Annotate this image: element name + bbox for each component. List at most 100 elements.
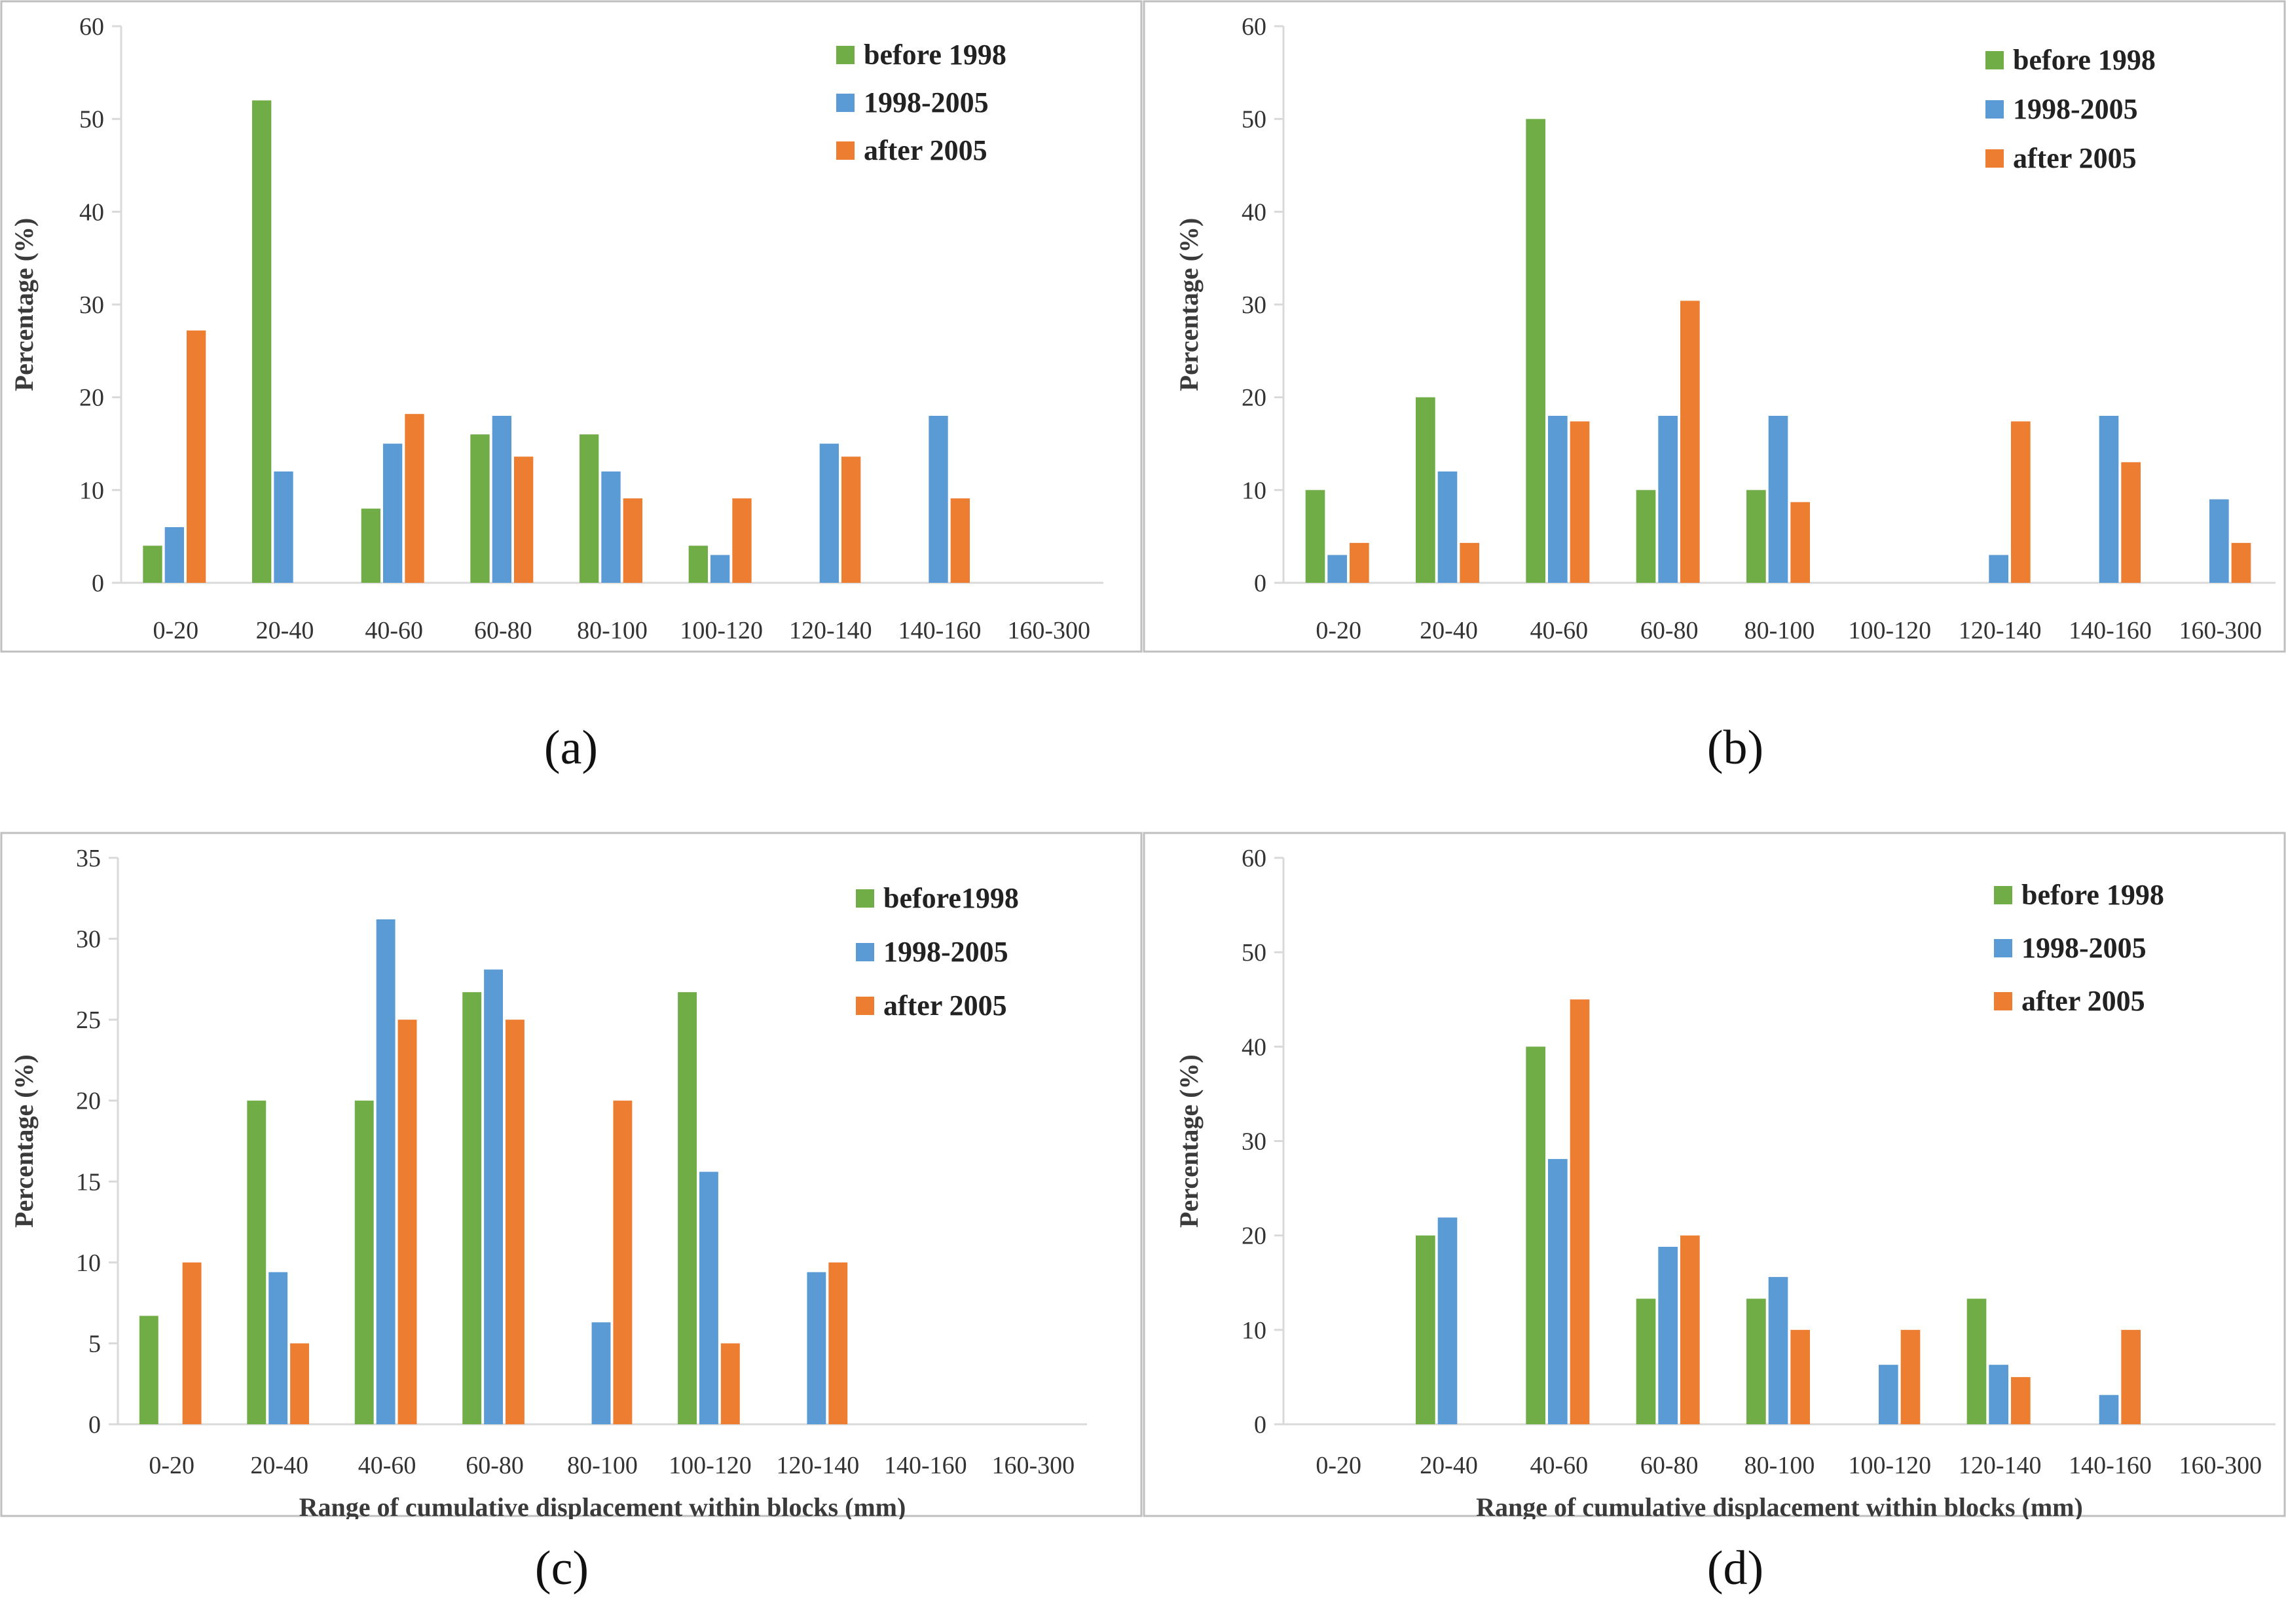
chart-c-svg: 0 5 10 15 20 25 30 35 0-20 20-40 40-60 60-80 80-100 1…: [0, 832, 1143, 1519]
chart-a-bar-after: [841, 456, 861, 583]
chart-d-y-tick-label: 20: [1242, 1223, 1266, 1250]
chart-b-x-tick-label: 120-140: [1959, 617, 2042, 644]
chart-c-y-tick-label: 30: [76, 926, 101, 953]
chart-b-y-axis-title: Percentage (%): [1174, 218, 1204, 392]
chart-c-y-tick-label: 25: [76, 1006, 101, 1034]
chart-b-bar-before: [1746, 490, 1766, 583]
chart-b-bar-before: [1526, 119, 1545, 583]
chart-d-y-tick-label: 30: [1242, 1128, 1266, 1156]
chart-b-legend-swatch-before: [1985, 51, 2004, 69]
chart-c-x-tick-label: 40-60: [358, 1452, 416, 1479]
chart-c-legend-swatch-after: [856, 997, 874, 1015]
chart-b-x-tick-label: 160-300: [2179, 617, 2262, 644]
chart-d-x-tick-label: 80-100: [1744, 1452, 1815, 1479]
panel-label-a: (a): [544, 721, 599, 775]
chart-b-bar-after: [1570, 421, 1590, 583]
chart-b-y-tick-label: 40: [1242, 198, 1266, 226]
chart-c-x-tick-label: 20-40: [250, 1452, 308, 1479]
chart-c-y-tick-label: 15: [76, 1168, 101, 1196]
chart-b-bar-before: [1636, 490, 1656, 583]
chart-a-x-tick-label: 140-160: [898, 617, 982, 644]
chart-d-bar-after: [2011, 1376, 2031, 1424]
chart-d-legend-label-after: after 2005: [2021, 985, 2145, 1017]
chart-b-bar-after: [1790, 502, 1810, 583]
chart-b-x-tick-label: 0-20: [1316, 617, 1361, 644]
chart-c-x-tick-label: 160-300: [991, 1452, 1075, 1479]
chart-d-bar-after: [1680, 1235, 1700, 1424]
chart-a-bar-before: [580, 434, 599, 583]
chart-b-svg: 0 10 20 30 40 50 60 0-20 20-40 40-60 60-80 80-100 10…: [1143, 0, 2286, 653]
chart-c-y-axis-title: Percentage (%): [9, 1054, 39, 1228]
chart-a-bar-mid: [929, 416, 948, 583]
chart-b-y-tick-label: 60: [1242, 13, 1266, 41]
chart-a-x-tick-label: 100-120: [680, 617, 763, 644]
chart-d-bar-before: [1636, 1299, 1656, 1424]
panel-label-b: (b): [1706, 721, 1764, 775]
chart-c-legend-swatch-mid: [856, 943, 874, 961]
chart-d-svg: 0 10 20 30 40 50 60 0-20 20-40 40-60 60-80 80-100 10…: [1143, 832, 2286, 1519]
chart-c-y-tick-label: 0: [88, 1411, 101, 1439]
chart-d-bar-after: [1570, 999, 1590, 1424]
chart-b-bar-mid: [1658, 416, 1678, 583]
chart-a-bar-before: [252, 100, 272, 583]
chart-a-bar-mid: [819, 443, 839, 583]
chart-b-bar-after: [1460, 543, 1479, 583]
chart-d-y-tick-label: 0: [1254, 1411, 1266, 1439]
chart-b-y-tick-label: 20: [1242, 384, 1266, 412]
chart-b-x-tick-label: 40-60: [1530, 617, 1589, 644]
chart-c-bar-mid: [591, 1322, 611, 1424]
chart-c-bar-before: [354, 1100, 374, 1424]
chart-c-bar-after: [720, 1343, 740, 1424]
chart-a-legend-swatch-before: [836, 46, 855, 64]
chart-d-x-tick-label: 160-300: [2179, 1452, 2262, 1479]
chart-a-bar-after: [187, 330, 206, 583]
chart-b-bar-mid: [2209, 499, 2229, 583]
chart-a-y-tick-label: 10: [79, 477, 104, 504]
chart-d-bar-mid: [1437, 1217, 1458, 1424]
chart-c-y-tick-label: 10: [76, 1249, 101, 1277]
chart-d-bar-before: [1416, 1235, 1435, 1424]
chart-b-bar-mid: [2099, 416, 2119, 583]
chart-d-legend-label-mid: 1998-2005: [2021, 932, 2147, 964]
chart-b-x-tick-label: 60-80: [1640, 617, 1699, 644]
chart-d-bar-after: [1900, 1329, 1921, 1424]
chart-c-bar-mid: [807, 1272, 826, 1424]
chart-a-x-tick-label: 20-40: [256, 617, 314, 644]
chart-c-x-tick-label: 80-100: [567, 1452, 638, 1479]
chart-b-bar-mid: [1437, 471, 1458, 583]
chart-c-x-tick-label: 120-140: [777, 1452, 860, 1479]
chart-b-y-tick-label: 10: [1242, 477, 1266, 504]
chart-a-bar-before: [470, 434, 490, 583]
chart-a-y-tick-label: 40: [79, 198, 104, 226]
chart-a-legend-swatch-mid: [836, 94, 855, 112]
chart-b-bar-after: [2231, 543, 2251, 583]
chart-panel-b: 0 10 20 30 40 50 60 0-20 20-40 40-60 60-80 80-100 10…: [1143, 0, 2286, 775]
chart-a-x-tick-label: 160-300: [1007, 617, 1090, 644]
chart-c-bar-mid: [484, 969, 503, 1424]
chart-a-x-tick-label: 0-20: [153, 617, 199, 644]
chart-b-bar-after: [2011, 421, 2031, 583]
chart-d-bar-mid: [1548, 1158, 1568, 1424]
chart-c-x-tick-label: 140-160: [884, 1452, 967, 1479]
chart-c-legend-swatch-before: [856, 889, 874, 908]
chart-d-bar-before: [1966, 1299, 1987, 1424]
chart-d-x-tick-label: 100-120: [1849, 1452, 1932, 1479]
chart-c-legend-label-mid: 1998-2005: [883, 936, 1008, 968]
chart-c-bar-after: [182, 1262, 202, 1424]
chart-c-bar-after: [397, 1020, 417, 1424]
chart-a-legend-label-after: after 2005: [864, 134, 987, 166]
chart-b-bar-after: [1350, 543, 1369, 583]
chart-b-legend-swatch-mid: [1985, 100, 2004, 119]
chart-a-bar-after: [514, 456, 534, 583]
chart-d-y-tick-label: 50: [1242, 939, 1266, 967]
chart-c-bar-before: [247, 1100, 267, 1424]
chart-a-x-tick-label: 60-80: [474, 617, 532, 644]
chart-a-y-tick-label: 20: [79, 384, 104, 412]
chart-d-y-axis-title: Percentage (%): [1174, 1054, 1204, 1228]
chart-a-bar-before: [361, 508, 380, 583]
chart-d-legend-label-before: before 1998: [2021, 879, 2164, 911]
chart-b-y-tick-label: 0: [1254, 570, 1266, 597]
chart-b-bar-mid: [1989, 555, 2008, 583]
chart-a-y-tick-label: 30: [79, 291, 104, 319]
chart-panel-a: 0 10 20 30 40 50 60 0-20 20-40 40-60 60-80 80-100 10…: [0, 0, 1143, 775]
